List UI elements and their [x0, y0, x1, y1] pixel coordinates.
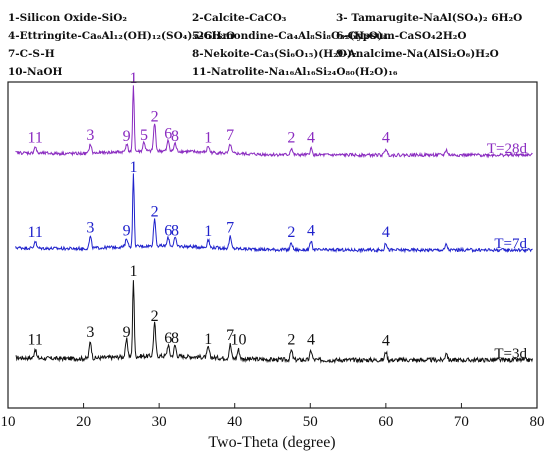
peak-label: 10	[230, 332, 246, 349]
legend-entry-7: 7-C-S-H	[8, 48, 55, 60]
x-ticks: 10 20 30 40 50 60 70 80	[1, 403, 545, 430]
x-tick-label: 10	[1, 414, 16, 430]
legend-entry-9: 9-Analcime-Na(AlSi₂O₆)H₂O	[336, 48, 499, 60]
series-label: T=28d	[487, 141, 528, 157]
x-axis-title: Two-Theta (degree)	[208, 434, 335, 451]
peak-label: 1	[129, 70, 137, 87]
peak-label: 11	[28, 332, 43, 349]
legend-entry-5: 5-Gismondine-Ca₄Al₈Si₈O₃₂(H₂O)₈	[192, 30, 388, 42]
peak-label: 2	[151, 308, 159, 325]
peak-label: 9	[123, 324, 131, 341]
legend: 1-Silicon Oxide-SiO₂ 2-Calcite-CaCO₃ 3- Ta…	[8, 12, 522, 78]
peak-label: 5	[140, 127, 148, 144]
peak-label: 8	[171, 330, 179, 347]
legend-entry-11: 11-Natrolite-Na₁₆Al₁₆Si₂₄O₈₀(H₂O)₁₆	[192, 66, 398, 78]
peak-label: 1	[129, 159, 137, 176]
peak-label: 6	[164, 330, 172, 347]
legend-entry-8: 8-Nekoite-Ca₃(Si₆O₁₅)(H₂O)₇	[192, 48, 357, 60]
legend-entry-3: 3- Tamarugite-NaAl(SO₄)₂ 6H₂O	[336, 12, 522, 24]
legend-entry-1: 1-Silicon Oxide-SiO₂	[8, 12, 127, 24]
peak-label: 1	[204, 223, 212, 240]
peak-label: 4	[307, 222, 315, 239]
peak-label: 8	[171, 222, 179, 239]
peak-label: 9	[123, 128, 131, 145]
legend-entry-2: 2-Calcite-CaCO₃	[192, 12, 287, 24]
plot-frame	[7, 81, 538, 409]
peak-label: 3	[86, 219, 94, 236]
peak-label: 9	[123, 222, 131, 239]
legend-entry-10: 10-NaOH	[8, 66, 63, 78]
axes	[7, 81, 538, 409]
peak-label: 3	[86, 324, 94, 341]
x-tick-label: 80	[530, 414, 545, 430]
series-line	[15, 85, 533, 159]
peak-label: 1	[204, 331, 212, 348]
peak-label: 1	[129, 263, 137, 280]
peak-label: 4	[307, 332, 315, 349]
series-label: T=7d	[494, 236, 527, 252]
series-label: T=3d	[494, 346, 527, 362]
peak-label: 2	[151, 108, 159, 125]
peak-label: 11	[28, 224, 43, 241]
legend-entry-4: 4-Ettringite-Ca₆Al₁₂(OH)₁₂(SO₄)₃26H₂O	[8, 30, 235, 42]
peak-label: 11	[28, 129, 43, 146]
x-tick-label: 60	[378, 414, 393, 430]
legend-entry-6: 6-Gypsum-CaSO₄2H₂O	[336, 30, 467, 42]
x-tick-label: 50	[303, 414, 318, 430]
peak-label: 2	[287, 129, 295, 146]
peak-label: 7	[226, 127, 234, 144]
peak-label: 1	[204, 129, 212, 146]
peak-label: 4	[307, 129, 315, 146]
peak-label: 7	[226, 219, 234, 236]
peak-label: 8	[171, 128, 179, 145]
peak-label: 3	[86, 127, 94, 144]
peak-label: 6	[164, 222, 172, 239]
peak-label: 2	[151, 204, 159, 221]
peak-label: 4	[382, 224, 390, 241]
series-line	[15, 173, 533, 254]
x-tick-label: 70	[454, 414, 469, 430]
x-tick-label: 40	[227, 414, 242, 430]
peak-label: 2	[287, 224, 295, 241]
series-line	[15, 280, 533, 364]
peak-label: 4	[382, 332, 390, 349]
peak-label: 7	[226, 327, 234, 344]
peak-label: 2	[287, 332, 295, 349]
peak-label: 6	[164, 125, 172, 142]
peak-label: 4	[382, 129, 390, 146]
x-tick-label: 20	[76, 414, 91, 430]
x-tick-label: 30	[152, 414, 167, 430]
